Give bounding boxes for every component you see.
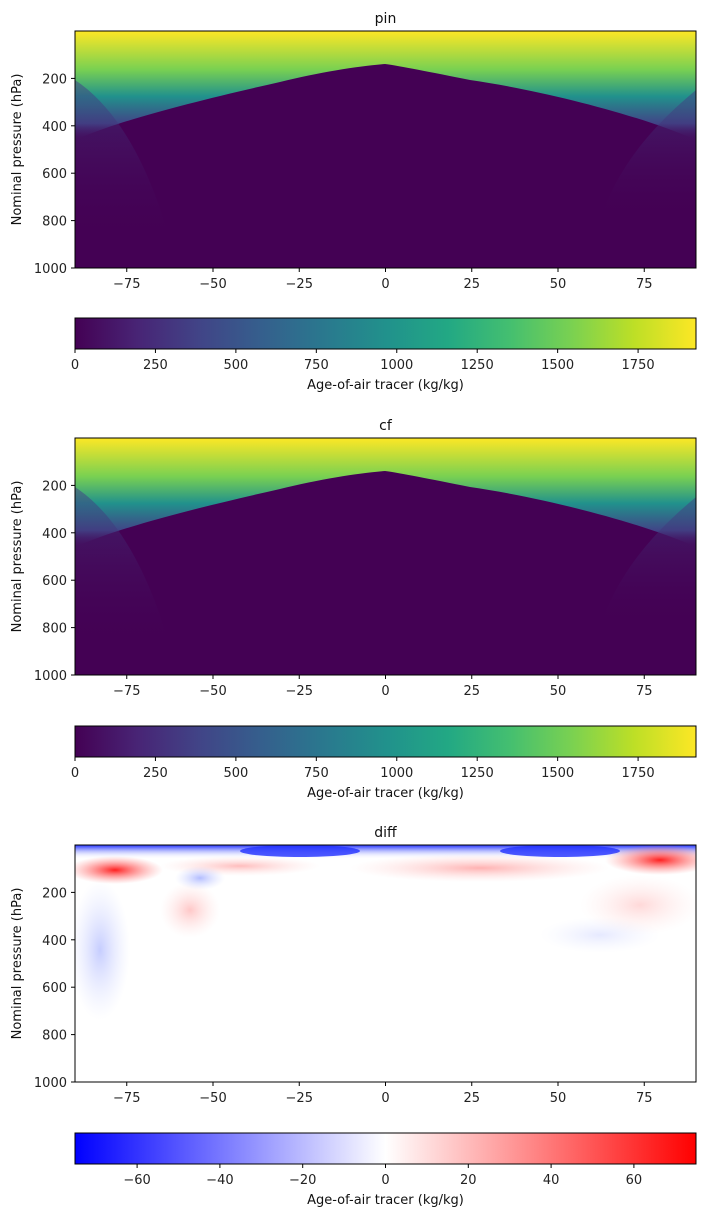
x-tick-label: 75 — [636, 277, 653, 292]
y-tick-label: 600 — [42, 167, 67, 182]
x-tick-label: 0 — [381, 277, 389, 292]
colorbar-tick-label: 0 — [381, 1173, 389, 1188]
x-tick-label: 25 — [463, 684, 480, 699]
y-tick-label: 1000 — [34, 262, 67, 277]
heatmap-diff — [75, 845, 696, 1082]
y-tick-label: 1000 — [34, 669, 67, 684]
x-tick-label: 75 — [636, 684, 653, 699]
heatmap-cf — [75, 438, 696, 675]
heatmap-pin — [75, 31, 696, 268]
x-tick-label: 0 — [381, 1091, 389, 1106]
colorbar-tick-label: 40 — [543, 1173, 560, 1188]
colorbar-diff — [74, 1132, 697, 1165]
x-tick-label: 25 — [463, 277, 480, 292]
colorbar-tick-label: 250 — [143, 766, 168, 781]
colorbar-tick-label: 1250 — [461, 358, 494, 373]
colorbar-gradient — [74, 725, 697, 758]
colorbar-tick-label: 500 — [223, 358, 248, 373]
y-tick-label: 400 — [42, 120, 67, 135]
colorbar-tick-label: 20 — [460, 1173, 477, 1188]
colorbar-tick-label: 250 — [143, 358, 168, 373]
x-tick-label: −50 — [199, 277, 226, 292]
x-tick-label: −50 — [199, 1091, 226, 1106]
chart-title: cf — [379, 418, 393, 434]
colorbar-tick-label: −60 — [123, 1173, 150, 1188]
colorbar-gradient — [74, 1132, 697, 1165]
y-tick-label: 800 — [42, 215, 67, 230]
colorbar-tick-label: 500 — [223, 766, 248, 781]
colorbar-gradient — [74, 317, 697, 350]
panel-pin — [74, 30, 697, 269]
colorbar-tick-label: 1250 — [461, 766, 494, 781]
x-tick-label: 25 — [463, 1091, 480, 1106]
colorbar-tick-label: 1000 — [380, 358, 413, 373]
colorbar-tick-label: 0 — [71, 766, 79, 781]
y-tick-label: 200 — [42, 479, 67, 494]
x-tick-label: 50 — [550, 684, 567, 699]
colorbar-tick-label: −20 — [289, 1173, 316, 1188]
x-tick-label: −25 — [286, 1091, 313, 1106]
y-tick-label: 800 — [42, 1029, 67, 1044]
x-tick-label: −75 — [113, 277, 140, 292]
panel-cf — [74, 437, 697, 676]
x-tick-label: 75 — [636, 1091, 653, 1106]
y-tick-label: 200 — [42, 886, 67, 901]
colorbar-tick-label: 1500 — [541, 766, 574, 781]
colorbar-tick-label: 750 — [304, 766, 329, 781]
chart-title: pin — [375, 11, 397, 27]
y-tick-label: 400 — [42, 934, 67, 949]
chart-title: diff — [374, 825, 397, 841]
x-tick-label: 50 — [550, 277, 567, 292]
colorbar-pin — [74, 317, 697, 350]
colorbar-tick-label: 60 — [626, 1173, 643, 1188]
colorbar-label: Age-of-air tracer (kg/kg) — [307, 786, 464, 801]
colorbar-tick-label: 1000 — [380, 766, 413, 781]
x-tick-label: −50 — [199, 684, 226, 699]
x-tick-label: −75 — [113, 684, 140, 699]
panel-diff — [74, 844, 697, 1083]
y-axis-label: Nominal pressure (hPa) — [10, 74, 25, 226]
colorbar-tick-label: 1750 — [622, 766, 655, 781]
y-tick-label: 800 — [42, 622, 67, 637]
y-tick-label: 600 — [42, 574, 67, 589]
colorbar-tick-label: 1750 — [622, 358, 655, 373]
x-tick-label: −25 — [286, 277, 313, 292]
colorbar-label: Age-of-air tracer (kg/kg) — [307, 378, 464, 393]
colorbar-tick-label: −40 — [206, 1173, 233, 1188]
x-tick-label: −25 — [286, 684, 313, 699]
x-tick-label: 0 — [381, 684, 389, 699]
y-tick-label: 1000 — [34, 1076, 67, 1091]
x-tick-label: −75 — [113, 1091, 140, 1106]
colorbar-tick-label: 1500 — [541, 358, 574, 373]
colorbar-tick-label: 0 — [71, 358, 79, 373]
y-axis-label: Nominal pressure (hPa) — [10, 481, 25, 633]
y-tick-label: 200 — [42, 72, 67, 87]
colorbar-cf — [74, 725, 697, 758]
colorbar-tick-label: 750 — [304, 358, 329, 373]
y-axis-label: Nominal pressure (hPa) — [10, 888, 25, 1040]
x-tick-label: 50 — [550, 1091, 567, 1106]
colorbar-label: Age-of-air tracer (kg/kg) — [307, 1193, 464, 1208]
y-tick-label: 400 — [42, 527, 67, 542]
y-tick-label: 600 — [42, 981, 67, 996]
